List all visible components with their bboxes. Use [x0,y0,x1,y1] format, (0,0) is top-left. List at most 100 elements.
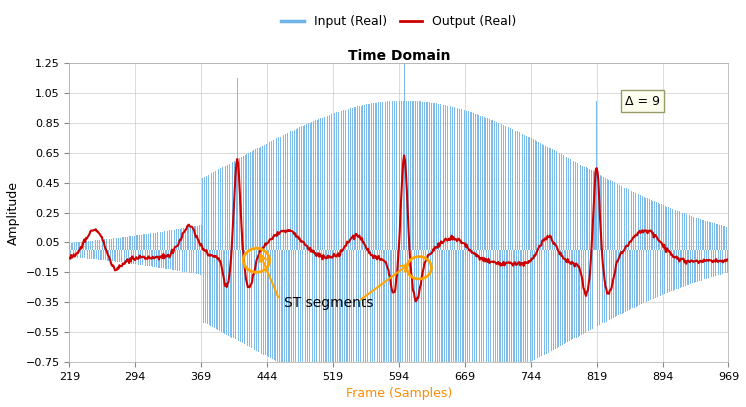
Bar [134,236,135,250]
Bar [696,218,698,250]
Bar [482,116,483,250]
Bar [611,250,612,319]
Bar [441,250,442,396]
Bar [140,250,141,265]
Bar [196,250,197,274]
Bar [256,250,257,351]
Bar [624,188,625,250]
Bar [517,131,518,250]
Bar [717,250,718,276]
Bar [613,250,614,318]
Bar [163,250,164,268]
Bar [389,250,391,398]
Bar [654,201,655,250]
Bar [121,250,122,262]
Bar [455,250,456,392]
Bar [700,250,702,280]
Bar [281,136,283,250]
Bar [352,108,353,250]
Bar [132,236,133,250]
Bar [100,250,101,260]
Bar [506,250,507,374]
Bar [458,250,459,392]
Bar [557,152,559,250]
Bar [161,250,162,268]
Bar [172,230,174,250]
Bar [205,250,206,324]
Bar [251,151,253,250]
Bar [214,250,215,328]
Bar [314,250,315,379]
Bar [70,250,71,257]
Bar [698,218,699,250]
Bar [612,182,613,250]
Bar [178,229,179,250]
Bar [627,250,628,311]
Bar [274,250,275,360]
Bar [265,250,266,355]
Bar [467,250,468,389]
Bar [378,103,379,250]
Bar [396,101,397,250]
Bar [375,250,377,397]
Bar [720,250,721,275]
Bar [236,78,238,250]
Bar [116,238,117,250]
Bar [523,250,524,365]
Bar [198,250,199,274]
Bar [668,207,669,250]
Bar [148,234,149,250]
Bar [259,148,260,250]
Bar [430,250,431,397]
Bar [110,250,111,261]
Bar [678,250,679,289]
Bar [490,250,491,381]
Bar [303,126,304,250]
Bar [166,250,167,269]
Bar [393,250,394,399]
Bar [706,250,707,279]
Bar [453,250,454,393]
Bar [231,250,232,337]
Bar [291,250,292,369]
Bar [685,250,686,286]
Bar [254,250,255,350]
Bar [78,250,80,258]
Bar [381,250,382,398]
Bar [663,205,664,250]
Bar [316,250,317,380]
Bar [597,250,598,326]
Bar [260,147,261,250]
Bar [354,250,355,393]
Bar [609,250,610,320]
Bar [411,250,412,399]
Bar [266,250,268,357]
Bar [528,250,530,363]
Bar [347,109,348,250]
Bar [520,250,521,367]
Bar [170,250,171,269]
Bar [595,173,596,250]
Bar [159,232,160,250]
Bar [318,250,319,381]
Bar [421,250,422,398]
Bar [245,250,246,345]
Bar [605,178,606,250]
Bar [452,107,453,250]
Bar [149,250,150,266]
Bar [522,134,523,250]
Bar [582,166,583,250]
Bar [119,250,120,262]
Bar [342,250,343,389]
Bar [673,250,674,291]
Bar [244,250,245,344]
Bar [569,250,570,341]
Bar [666,207,668,250]
Bar [369,104,370,250]
Bar [194,226,195,250]
Bar [710,222,711,250]
Bar [457,108,458,250]
Bar [322,118,323,250]
Bar [596,101,597,250]
Bar [217,250,219,330]
